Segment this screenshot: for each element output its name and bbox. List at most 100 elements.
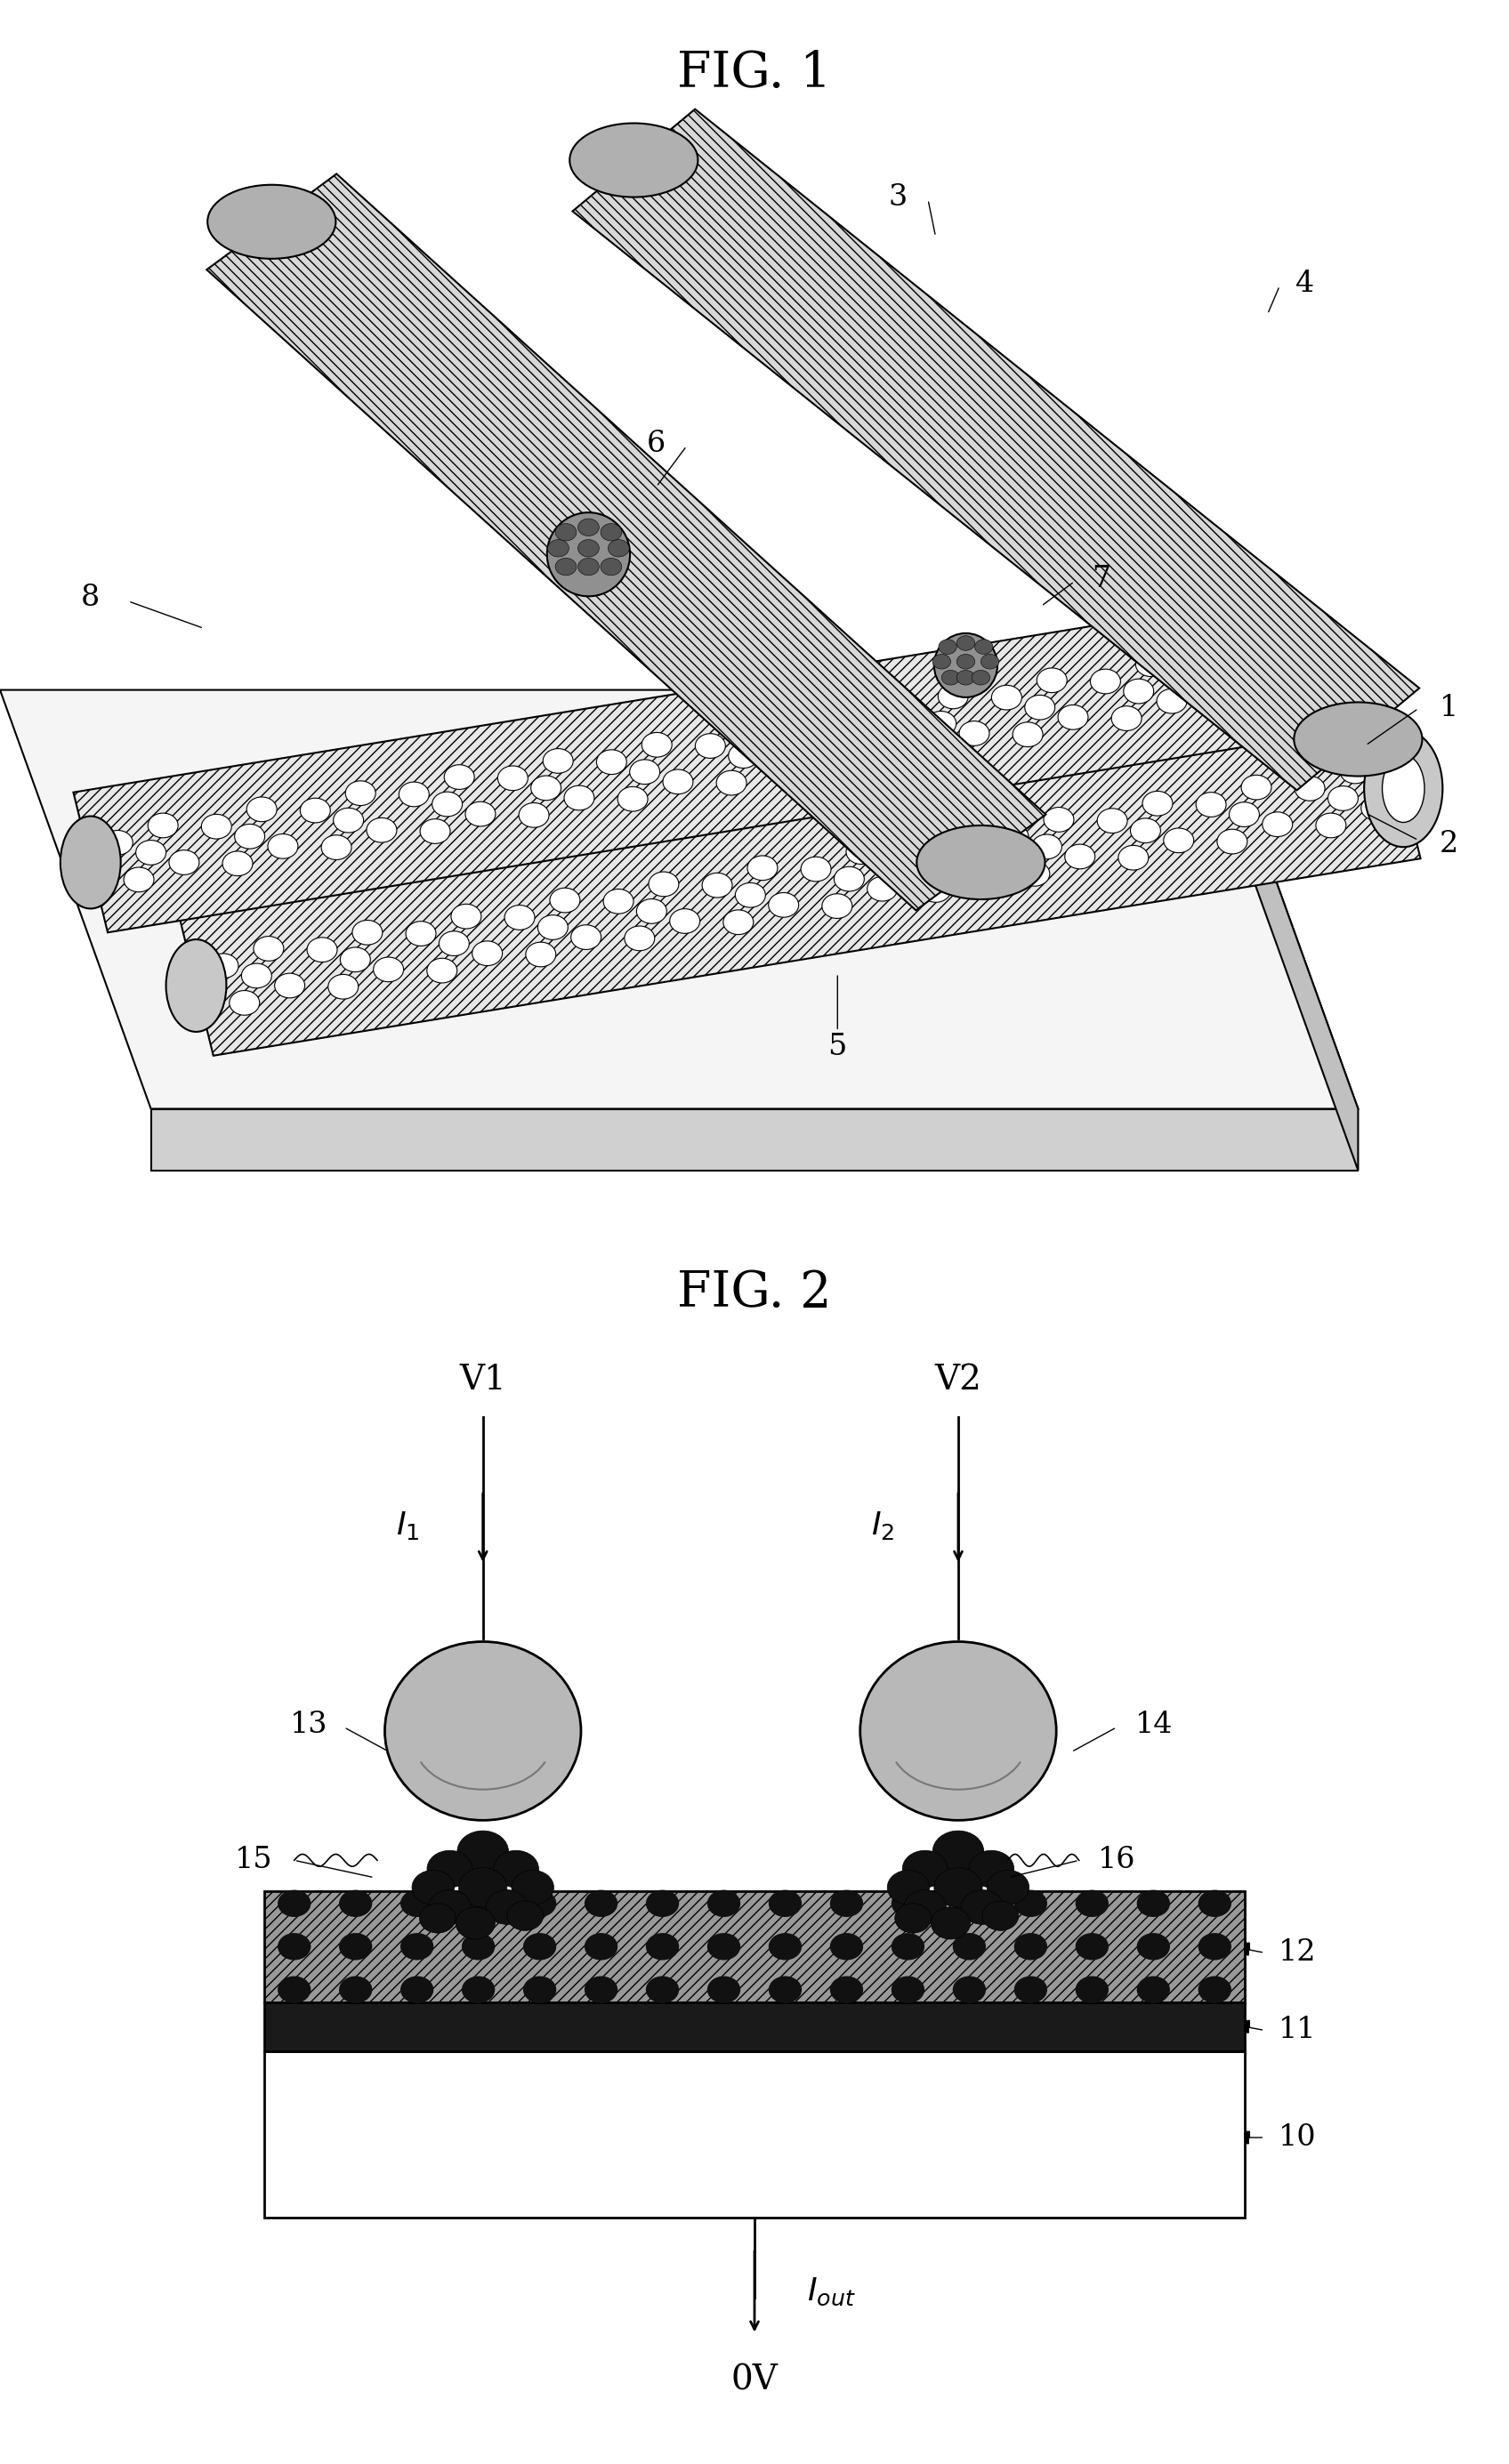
- Circle shape: [278, 1932, 311, 1961]
- Circle shape: [524, 1890, 557, 1917]
- Circle shape: [933, 655, 951, 670]
- Circle shape: [300, 798, 330, 823]
- Circle shape: [708, 1890, 741, 1917]
- Bar: [264, 2050, 1245, 2218]
- Circle shape: [457, 1831, 509, 1873]
- Text: $I_{out}$: $I_{out}$: [807, 2277, 856, 2306]
- Circle shape: [1198, 1932, 1231, 1961]
- Circle shape: [578, 517, 599, 537]
- Circle shape: [584, 1976, 617, 2003]
- Circle shape: [486, 1890, 528, 1924]
- Circle shape: [398, 781, 429, 806]
- Circle shape: [999, 825, 1029, 850]
- Circle shape: [952, 1890, 985, 1917]
- Circle shape: [524, 1976, 557, 2003]
- Circle shape: [892, 1890, 925, 1917]
- Circle shape: [646, 1976, 679, 2003]
- Circle shape: [1118, 845, 1148, 870]
- Circle shape: [148, 813, 178, 838]
- Circle shape: [555, 557, 576, 577]
- Circle shape: [899, 840, 930, 865]
- Circle shape: [815, 754, 845, 779]
- Circle shape: [696, 734, 726, 759]
- Circle shape: [1142, 791, 1172, 816]
- Polygon shape: [0, 690, 1358, 1109]
- Circle shape: [548, 540, 569, 557]
- Circle shape: [957, 636, 975, 650]
- Ellipse shape: [1364, 729, 1443, 848]
- Circle shape: [427, 1850, 472, 1887]
- Circle shape: [768, 892, 798, 917]
- Circle shape: [136, 840, 166, 865]
- Circle shape: [493, 1850, 539, 1887]
- Circle shape: [608, 540, 629, 557]
- Circle shape: [472, 941, 502, 966]
- Circle shape: [982, 1902, 1019, 1932]
- Circle shape: [860, 737, 890, 761]
- Circle shape: [1044, 808, 1074, 833]
- Circle shape: [601, 522, 622, 542]
- Circle shape: [868, 877, 898, 902]
- Circle shape: [549, 887, 579, 912]
- Circle shape: [432, 791, 462, 816]
- Circle shape: [537, 914, 567, 939]
- Ellipse shape: [60, 816, 121, 909]
- Circle shape: [1198, 1976, 1231, 2003]
- Circle shape: [1014, 1890, 1047, 1917]
- Circle shape: [662, 769, 693, 793]
- Circle shape: [735, 882, 765, 907]
- Circle shape: [708, 1976, 741, 2003]
- Bar: [264, 2001, 1245, 2050]
- Circle shape: [462, 1976, 495, 2003]
- Polygon shape: [1207, 690, 1358, 1170]
- Ellipse shape: [207, 185, 335, 259]
- Ellipse shape: [569, 123, 697, 197]
- Circle shape: [892, 1976, 925, 2003]
- Circle shape: [991, 685, 1022, 710]
- Circle shape: [1218, 830, 1248, 855]
- Circle shape: [229, 991, 260, 1015]
- Circle shape: [246, 796, 276, 821]
- Circle shape: [987, 1870, 1029, 1905]
- Circle shape: [439, 931, 469, 956]
- Circle shape: [942, 670, 960, 685]
- Circle shape: [827, 727, 857, 752]
- Circle shape: [920, 877, 951, 902]
- Text: 6: 6: [647, 429, 665, 458]
- Circle shape: [420, 1902, 456, 1932]
- Circle shape: [596, 749, 626, 774]
- Circle shape: [939, 641, 957, 655]
- Circle shape: [975, 641, 993, 655]
- Circle shape: [462, 1890, 495, 1917]
- Circle shape: [352, 919, 382, 944]
- Ellipse shape: [860, 1641, 1056, 1821]
- Polygon shape: [572, 108, 1420, 791]
- Ellipse shape: [934, 633, 997, 697]
- Circle shape: [1076, 1890, 1109, 1917]
- Ellipse shape: [1382, 754, 1424, 823]
- Bar: [264, 1892, 1245, 2001]
- Circle shape: [708, 1932, 741, 1961]
- Circle shape: [1136, 1932, 1169, 1961]
- Circle shape: [584, 1890, 617, 1917]
- Circle shape: [834, 867, 865, 892]
- Circle shape: [933, 1831, 984, 1873]
- Circle shape: [519, 803, 549, 828]
- Polygon shape: [74, 596, 1314, 931]
- Circle shape: [103, 830, 133, 855]
- Circle shape: [1189, 653, 1219, 678]
- Circle shape: [794, 717, 824, 742]
- Circle shape: [400, 1976, 433, 2003]
- Polygon shape: [151, 1109, 1358, 1170]
- Circle shape: [584, 1932, 617, 1961]
- Circle shape: [768, 1932, 801, 1961]
- Circle shape: [340, 1890, 373, 1917]
- Text: $I_2$: $I_2$: [872, 1510, 895, 1540]
- Circle shape: [830, 1932, 863, 1961]
- Circle shape: [1020, 862, 1050, 887]
- Circle shape: [952, 1976, 985, 2003]
- Circle shape: [629, 759, 659, 784]
- Circle shape: [275, 973, 305, 998]
- Circle shape: [1234, 636, 1265, 660]
- Ellipse shape: [1293, 702, 1421, 776]
